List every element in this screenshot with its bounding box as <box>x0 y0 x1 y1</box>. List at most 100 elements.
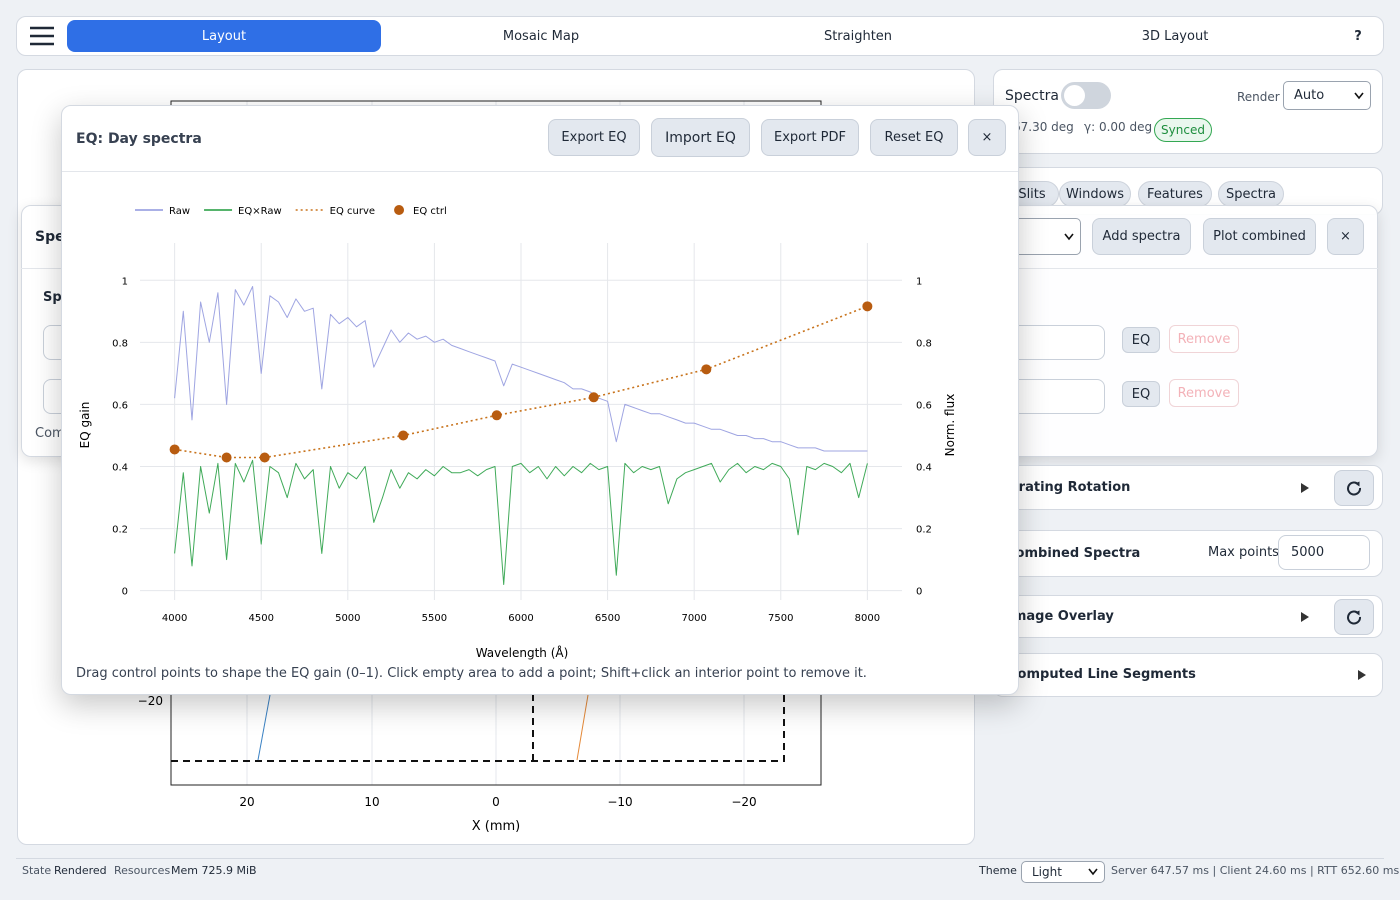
section-card <box>993 595 1383 638</box>
legend-label: Raw <box>169 206 190 217</box>
timing: Server 647.57 ms | Client 24.60 ms | RTT… <box>1111 864 1400 877</box>
control-point <box>398 430 409 441</box>
theme-label: Theme <box>979 864 1017 877</box>
eq-title: EQ: Day spectra <box>76 131 202 147</box>
eq-dialog: EQ: Day spectra Export EQ Import EQ Expo… <box>61 105 1019 695</box>
reset-eq-button[interactable]: Reset EQ <box>870 119 958 156</box>
plot-combined-button[interactable]: Plot combined <box>1203 218 1316 255</box>
series-line <box>174 305 868 459</box>
layout-tick: 20 <box>239 795 254 809</box>
legend-label: EQ×Raw <box>238 206 282 217</box>
x-tick-label: 7500 <box>768 613 793 624</box>
y-tick-label: 0.8 <box>112 338 128 349</box>
max-points-input[interactable]: 5000 <box>1278 535 1370 570</box>
help-button[interactable]: ? <box>1354 28 1362 44</box>
y-tick-label: 0.4 <box>112 463 128 474</box>
x-tick-label: 4000 <box>162 613 187 624</box>
side-tab[interactable]: Spectra <box>1218 181 1284 207</box>
close-button[interactable]: × <box>1327 218 1364 255</box>
series-line <box>174 459 868 585</box>
eq-note: Drag control points to shape the EQ gain… <box>76 666 867 681</box>
render-value: Auto <box>1294 88 1325 103</box>
layout-tick: 10 <box>364 795 379 809</box>
section-card <box>993 465 1383 510</box>
eq-button[interactable]: EQ <box>1122 327 1160 353</box>
divider <box>62 171 1018 172</box>
nav-tab[interactable]: 3D Layout <box>1141 28 1209 44</box>
y2-tick-label: 1 <box>916 276 922 287</box>
reset-button[interactable] <box>1334 470 1374 506</box>
render-label: Render <box>1237 90 1280 104</box>
y2-tick-label: 0.6 <box>916 400 932 411</box>
expand-icon[interactable] <box>1301 483 1309 493</box>
y2-axis-label: Norm. flux <box>943 394 957 457</box>
x-tick-label: 5500 <box>422 613 447 624</box>
section-title: Image Overlay <box>1008 609 1114 624</box>
close-button[interactable]: × <box>968 119 1006 156</box>
layout-x-label: X (mm) <box>472 819 521 834</box>
resources-label: Resources <box>114 864 171 877</box>
legend-label: EQ ctrl <box>413 206 447 217</box>
side-tab[interactable]: Windows <box>1059 181 1131 207</box>
remove-button[interactable]: Remove <box>1169 379 1239 407</box>
y-tick-label: 0.6 <box>112 400 128 411</box>
max-points-label: Max points <box>1208 545 1279 560</box>
menu-icon[interactable] <box>30 26 54 46</box>
nav-tab[interactable]: Straighten <box>823 28 893 44</box>
layout-y-tick: −20 <box>138 694 163 708</box>
side-tab[interactable]: Features <box>1138 181 1212 207</box>
nav-tab[interactable]: Layout <box>67 20 381 52</box>
export-eq-button[interactable]: Export EQ <box>548 119 640 156</box>
control-point <box>588 392 599 403</box>
remove-button[interactable]: Remove <box>1169 325 1239 353</box>
y-axis-label: EQ gain <box>78 402 92 449</box>
legend-marker <box>394 205 405 215</box>
memory: Mem 725.9 MiB <box>171 864 257 877</box>
y2-tick-label: 0.8 <box>916 338 932 349</box>
layout-tick: 0 <box>492 795 500 809</box>
reset-button[interactable] <box>1334 599 1374 635</box>
y-tick-label: 1 <box>122 276 128 287</box>
section-title: Grating Rotation <box>1008 480 1131 495</box>
eq-button[interactable]: EQ <box>1122 381 1160 407</box>
x-tick-label: 5000 <box>335 613 360 624</box>
section-card <box>993 653 1383 697</box>
export-pdf-button[interactable]: Export PDF <box>761 119 859 156</box>
x-tick-label: 8000 <box>855 613 880 624</box>
footer-divider <box>16 858 1384 859</box>
expand-icon[interactable] <box>1301 612 1309 622</box>
x-tick-label: 6000 <box>508 613 533 624</box>
nav-tab[interactable]: Mosaic Map <box>502 28 580 44</box>
y2-tick-label: 0.4 <box>916 463 932 474</box>
beta-angle: 67.30 deg <box>1013 120 1074 134</box>
layout-tick: −10 <box>607 795 632 809</box>
state-value: Rendered <box>54 864 107 877</box>
control-point <box>862 301 873 312</box>
import-eq-button[interactable]: Import EQ <box>651 118 750 157</box>
series-line <box>174 286 868 452</box>
state-label: State <box>22 864 52 877</box>
y-tick-label: 0.2 <box>112 525 128 536</box>
theme-select[interactable]: Light <box>1021 861 1105 883</box>
x-axis-label: Wavelength (Å) <box>476 645 569 660</box>
legend-label: EQ curve <box>330 206 375 217</box>
theme-value: Light <box>1032 865 1062 879</box>
section-title: Computed Line Segments <box>1008 667 1196 682</box>
sync-badge: Synced <box>1154 118 1212 142</box>
control-point <box>169 444 180 455</box>
control-point <box>221 452 232 463</box>
y-tick-label: 0 <box>122 587 128 598</box>
y2-tick-label: 0 <box>916 587 922 598</box>
y2-tick-label: 0.2 <box>916 525 932 536</box>
render-select[interactable]: Auto <box>1283 81 1371 110</box>
add-spectra-button[interactable]: Add spectra <box>1092 218 1191 255</box>
expand-icon[interactable] <box>1358 670 1366 680</box>
eq-chart: EQ gain Norm. flux Wavelength (Å) 0 0.2 0.… <box>78 205 957 660</box>
spectra-toggle[interactable] <box>1061 82 1111 109</box>
control-point <box>491 410 502 421</box>
x-tick-label: 6500 <box>595 613 620 624</box>
control-point <box>259 452 270 463</box>
x-tick-label: 4500 <box>249 613 274 624</box>
spectra-label: Spectra <box>1005 88 1059 104</box>
